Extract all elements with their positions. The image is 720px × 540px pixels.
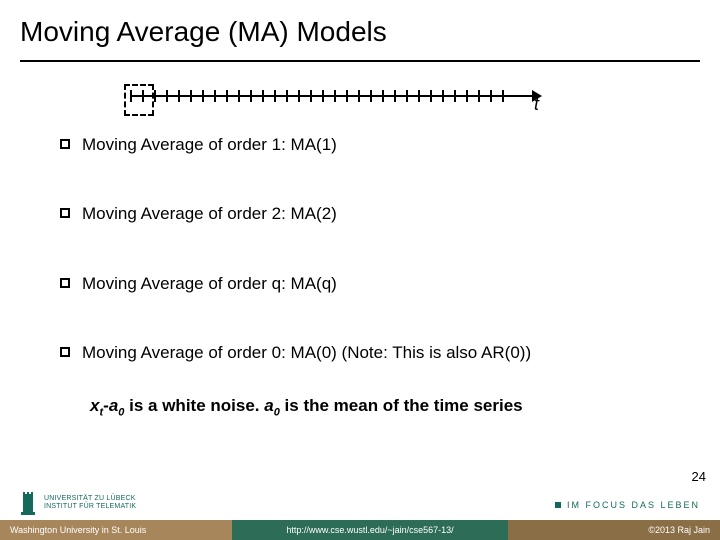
axis-tick (238, 90, 240, 102)
axis-tick (406, 90, 408, 102)
bullet-text: Moving Average of order 0: MA(0) (Note: … (82, 342, 531, 363)
tower-icon (18, 490, 38, 516)
axis-tick (430, 90, 432, 102)
axis-tick (358, 90, 360, 102)
selection-window (124, 84, 154, 116)
footer-left: Washington University in St. Louis (0, 520, 232, 540)
square-icon (555, 502, 561, 508)
axis-tick (490, 90, 492, 102)
slide-root: Moving Average (MA) Models t Moving Aver… (0, 0, 720, 540)
bullet-marker-icon (60, 139, 70, 149)
uni-line2: INSTITUT FÜR TELEMATIK (44, 503, 136, 511)
axis-tick (370, 90, 372, 102)
title-underline (20, 60, 700, 62)
axis-tick (274, 90, 276, 102)
footer-mid: http://www.cse.wustl.edu/~jain/cse567-13… (232, 520, 508, 540)
footer-right: ©2013 Raj Jain (508, 520, 720, 540)
axis-tick (298, 90, 300, 102)
uni-line1: UNIVERSITÄT ZU LÜBECK (44, 495, 136, 503)
axis-tick (202, 90, 204, 102)
footer: Washington University in St. Louishttp:/… (0, 520, 720, 540)
note-rest1: is a white noise. (124, 396, 264, 415)
note-a: a (109, 396, 118, 415)
note-a2: a (264, 396, 273, 415)
axis-tick (382, 90, 384, 102)
axis-tick (214, 90, 216, 102)
axis-tick (190, 90, 192, 102)
brand-slogan: IM FOCUS DAS LEBEN (555, 500, 700, 510)
axis-tick (322, 90, 324, 102)
axis-tick (286, 90, 288, 102)
note-text: xt-a0 is a white noise. a0 is the mean o… (90, 396, 523, 418)
axis-tick (310, 90, 312, 102)
bullet-marker-icon (60, 347, 70, 357)
note-rest2: is the mean of the time series (280, 396, 523, 415)
bullet-text: Moving Average of order 2: MA(2) (82, 203, 337, 224)
slogan-text: IM FOCUS DAS LEBEN (567, 500, 700, 510)
axis-tick (262, 90, 264, 102)
bullet-text: Moving Average of order 1: MA(1) (82, 134, 337, 155)
axis-tick (394, 90, 396, 102)
bullet-item: Moving Average of order 2: MA(2) (60, 203, 700, 224)
axis-tick (250, 90, 252, 102)
university-logo: UNIVERSITÄT ZU LÜBECK INSTITUT FÜR TELEM… (18, 490, 136, 516)
axis-tick (178, 90, 180, 102)
axis-tick (502, 90, 504, 102)
axis-tick (346, 90, 348, 102)
axis-tick (166, 90, 168, 102)
axis-tick (334, 90, 336, 102)
axis-tick (478, 90, 480, 102)
t-axis-label: t (534, 94, 539, 115)
bullet-item: Moving Average of order 1: MA(1) (60, 134, 700, 155)
bullet-marker-icon (60, 278, 70, 288)
axis-tick (226, 90, 228, 102)
bullet-item: Moving Average of order q: MA(q) (60, 273, 700, 294)
bullet-marker-icon (60, 208, 70, 218)
bullet-list: Moving Average of order 1: MA(1) Moving A… (60, 134, 700, 363)
axis-tick (454, 90, 456, 102)
axis-tick (442, 90, 444, 102)
bullet-text: Moving Average of order q: MA(q) (82, 273, 337, 294)
axis-tick (466, 90, 468, 102)
bullet-item: Moving Average of order 0: MA(0) (Note: … (60, 342, 700, 363)
axis-tick (154, 90, 156, 102)
page-number: 24 (692, 469, 706, 484)
university-text: UNIVERSITÄT ZU LÜBECK INSTITUT FÜR TELEM… (44, 495, 136, 510)
page-title: Moving Average (MA) Models (20, 16, 387, 48)
axis-tick (418, 90, 420, 102)
